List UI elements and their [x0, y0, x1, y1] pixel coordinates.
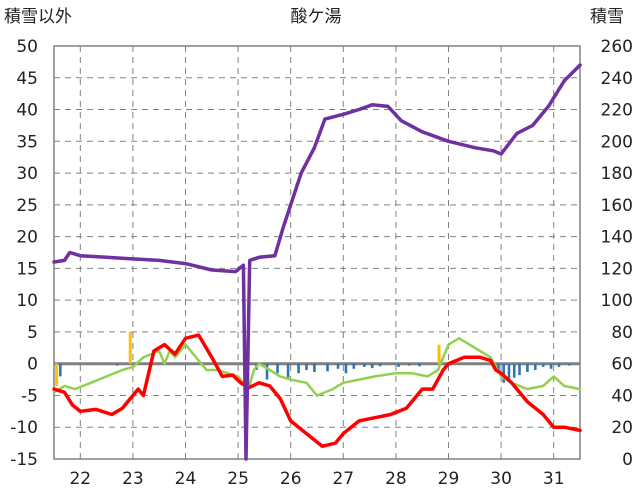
snow-precip-bar: [363, 363, 366, 367]
snow-precip-bar: [526, 363, 529, 372]
left-y-tick-label: 45: [16, 69, 38, 89]
snow-precip-bar: [313, 363, 316, 372]
x-tick-label: 28: [385, 469, 407, 489]
right-y-tick-label: 200: [601, 132, 633, 152]
snow-precip-bar: [297, 363, 300, 374]
left-y-tick-label: -15: [10, 450, 38, 470]
chart-title: 酸ケ湯: [291, 7, 342, 27]
series-lines: [52, 63, 582, 461]
left-y-tick-label: 15: [16, 259, 38, 279]
left-y-tick-label: -10: [10, 418, 38, 438]
right-y-tick-label: 260: [601, 37, 633, 57]
right-y-tick-label: 80: [611, 323, 633, 343]
x-tick-label: 30: [490, 469, 512, 489]
snow-precip-bar: [518, 363, 521, 376]
right-axis-label: 積雪: [590, 7, 624, 27]
right-y-tick-label: 220: [601, 101, 633, 121]
right-y-tick-label: 0: [622, 450, 633, 470]
left-y-tick-label: 40: [16, 101, 38, 121]
left-y-tick-label: 30: [16, 164, 38, 184]
x-tick-label: 23: [122, 469, 144, 489]
snow-precip-bar: [265, 363, 269, 380]
humidity-line: [52, 337, 582, 397]
right-y-tick-label: 100: [601, 291, 633, 311]
left-y-tick-label: 5: [27, 323, 38, 343]
right-y-tick-label: 40: [611, 386, 633, 406]
snow-precip-bar: [276, 363, 279, 374]
left-axis-label: 積雪以外: [4, 7, 72, 27]
x-tick-label: 27: [332, 469, 354, 489]
left-y-tick-label: 0: [27, 355, 38, 375]
snow-precip-bar: [407, 363, 411, 366]
snow-precip-bar: [541, 363, 545, 367]
left-y-tick-label: 25: [16, 196, 38, 216]
x-tick-label: 26: [280, 469, 302, 489]
x-tick-label: 25: [227, 469, 249, 489]
snow-precip-bar: [115, 363, 119, 366]
temperature-line: [52, 333, 582, 449]
right-y-tick-label: 160: [601, 196, 633, 216]
snow-precip-bar: [370, 363, 374, 369]
snow-precip-bar: [418, 363, 421, 367]
plot-frame: [53, 45, 581, 460]
x-tick-label: 31: [543, 469, 565, 489]
snow-precip-bar: [59, 363, 62, 377]
snow-precip-bar: [397, 363, 400, 367]
snow-precip-bar: [305, 363, 308, 371]
snow-precip-bar: [352, 363, 356, 369]
right-y-tick-label: 180: [601, 164, 633, 184]
x-tick-label: 22: [69, 469, 91, 489]
left-y-tick-label: 20: [16, 228, 38, 248]
right-y-tick-label: 240: [601, 69, 633, 89]
rain-precip-bar: [128, 331, 132, 364]
snow-precip-bar: [344, 363, 348, 374]
snow-precip-bar: [336, 363, 340, 369]
right-y-tick-label: 20: [611, 418, 633, 438]
x-tick-label: 24: [175, 469, 197, 489]
x-tick-label: 29: [438, 469, 460, 489]
rain-precip-bar: [437, 344, 441, 364]
right-y-tick-label: 60: [611, 355, 633, 375]
left-y-tick-label: 10: [16, 291, 38, 311]
right-y-tick-label: 140: [601, 228, 633, 248]
right-y-tick-label: 120: [601, 259, 633, 279]
left-y-tick-label: 35: [16, 132, 38, 152]
snow-precip-bar: [502, 363, 506, 383]
left-y-tick-label: -5: [21, 386, 38, 406]
snow-precip-bar: [507, 363, 511, 382]
x-axis: 22 23 24 25 26 27 28 29 30 31: [69, 469, 564, 489]
left-y-tick-label: 50: [16, 37, 38, 57]
rain-precip-bar: [55, 363, 59, 386]
snow-precip-bar: [568, 363, 571, 366]
snow-precip-bar: [326, 363, 329, 372]
snow-precip-bar: [512, 363, 516, 378]
snow-precip-bar: [497, 363, 500, 374]
snow-precip-bar: [378, 363, 382, 367]
snow-depth-line: [52, 63, 582, 461]
snow-precip-bar: [549, 363, 553, 369]
snow-precip-bar: [557, 363, 561, 367]
snow-precip-bar: [286, 363, 290, 378]
snow-precip-bar: [533, 363, 537, 371]
